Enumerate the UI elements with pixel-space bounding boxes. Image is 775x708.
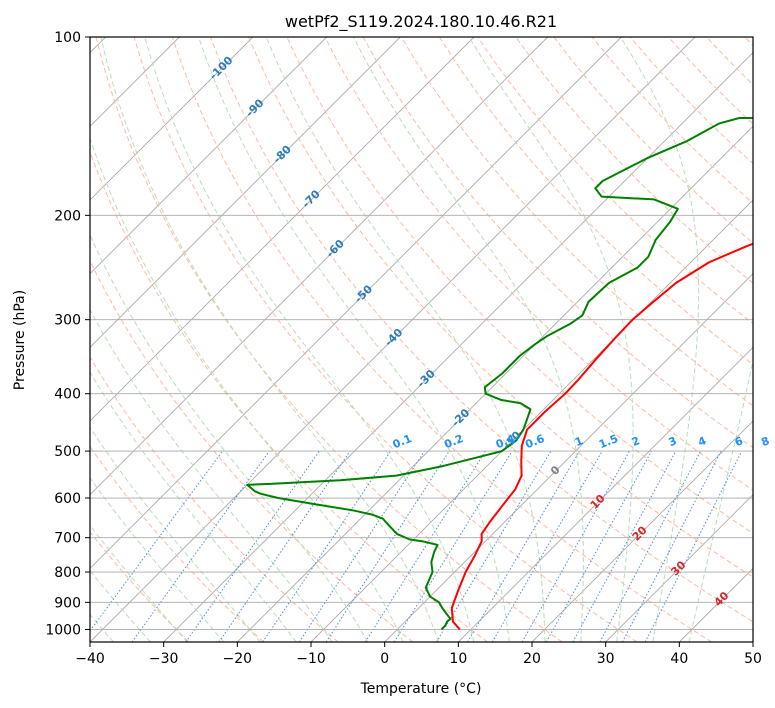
isotherm-line [237,125,753,642]
isotherm-line [605,494,753,642]
isotherm-line [90,37,696,642]
dry-adiabat-line [90,445,264,642]
isotherm-line [90,37,327,275]
mixing-ratio-label: 8 [759,434,771,449]
mixing-ratio-line [325,450,450,642]
moist-adiabat-line [353,37,584,642]
mixing-ratio-line [298,450,425,642]
isotherm-line [163,52,753,642]
isotherm-line [90,37,254,201]
x-tick-label: −20 [223,651,253,667]
isotherm-line [90,37,548,496]
dry-adiabat-line [248,37,753,578]
moist-adiabat-line [90,477,225,642]
y-tick-label: 200 [54,208,81,224]
axis-ticks: −40 −30 −20 −10 0 10 20 30 40 50 100 200 300 400 500 60… [45,30,762,667]
x-tick-label: 10 [449,651,467,667]
mixing-ratio-line [185,450,320,642]
y-tick-label: 100 [54,30,81,46]
x-tick-label: −30 [149,651,179,667]
mixing-ratio-line [218,450,351,642]
mixing-ratio-line [545,450,653,642]
dry-adiabat-line [90,150,488,642]
mixing-ratio-line [621,450,722,642]
y-tick-label: 800 [54,565,81,581]
isotherm-line [531,420,753,642]
x-tick-label: 0 [380,651,389,667]
mixing-ratio-line [644,450,743,642]
isotherm-line [90,37,622,569]
mixing-ratio-line [393,450,513,642]
x-axis-label: Temperature (°C) [360,681,482,697]
moist-adiabat-line [198,37,510,642]
dry-adiabat-line [324,37,753,491]
dry-adiabat-line [133,37,638,642]
dry-adiabat-line [90,531,190,642]
mixing-ratio-line [521,450,630,642]
moist-adiabat-line [688,358,753,642]
dry-adiabat-line [515,37,753,284]
mixing-ratio-line [131,450,270,642]
isotherm-line [90,37,475,422]
dry-adiabat-line [210,37,753,623]
moist-adiabat-line [144,37,475,642]
isotherm-line [384,273,753,642]
moist-adiabat-line [90,308,333,642]
moist-adiabat-line [265,37,546,642]
moist-adiabat-line [100,37,439,642]
x-tick-label: 30 [597,651,615,667]
mixing-ratio-line [90,450,223,632]
background-lines [90,37,753,642]
x-tick-label: 50 [744,651,762,667]
plot-frame [89,36,754,643]
dry-adiabat-line [90,356,339,642]
dry-adiabat-line [171,37,712,642]
x-tick-label: 40 [670,651,688,667]
moist-adiabat-line [90,233,369,642]
x-tick-label: −10 [296,651,326,667]
mixing-ratio-line [572,450,677,642]
y-tick-label: 400 [54,387,81,403]
moist-adiabat-line [620,37,700,642]
mixing-ratio-label: 1 [573,434,585,449]
dry-adiabat-line [400,37,753,407]
dry-adiabat-line [439,37,753,366]
mixing-ratio-line [599,450,701,642]
profile-lines [246,117,753,631]
chart-title: wetPf2_S119.2024.180.10.46.R21 [285,12,557,32]
y-tick-label: 900 [54,595,81,611]
y-tick-label: 500 [54,444,81,460]
y-axis-label: Pressure (hPa) [12,290,28,390]
moist-adiabat-line [90,426,261,642]
mixing-ratio-label: 2 [630,434,642,449]
dewpoint-profile-line [246,117,753,631]
mixing-ratio-line [364,450,486,642]
y-tick-label: 300 [54,313,81,329]
mixing-ratio-label: 3 [667,434,679,449]
x-tick-label: 20 [523,651,541,667]
moist-adiabat-line [90,136,404,642]
y-tick-label: 1000 [45,622,81,638]
x-tick-label: −40 [75,651,105,667]
dry-adiabat-line [95,37,563,642]
isotherm-line [458,346,753,642]
y-tick-label: 700 [54,531,81,547]
temperature-profile-line [450,242,753,631]
isotherm-line [90,37,401,348]
dry-adiabat-line [90,259,414,642]
y-tick-label: 600 [54,491,81,507]
